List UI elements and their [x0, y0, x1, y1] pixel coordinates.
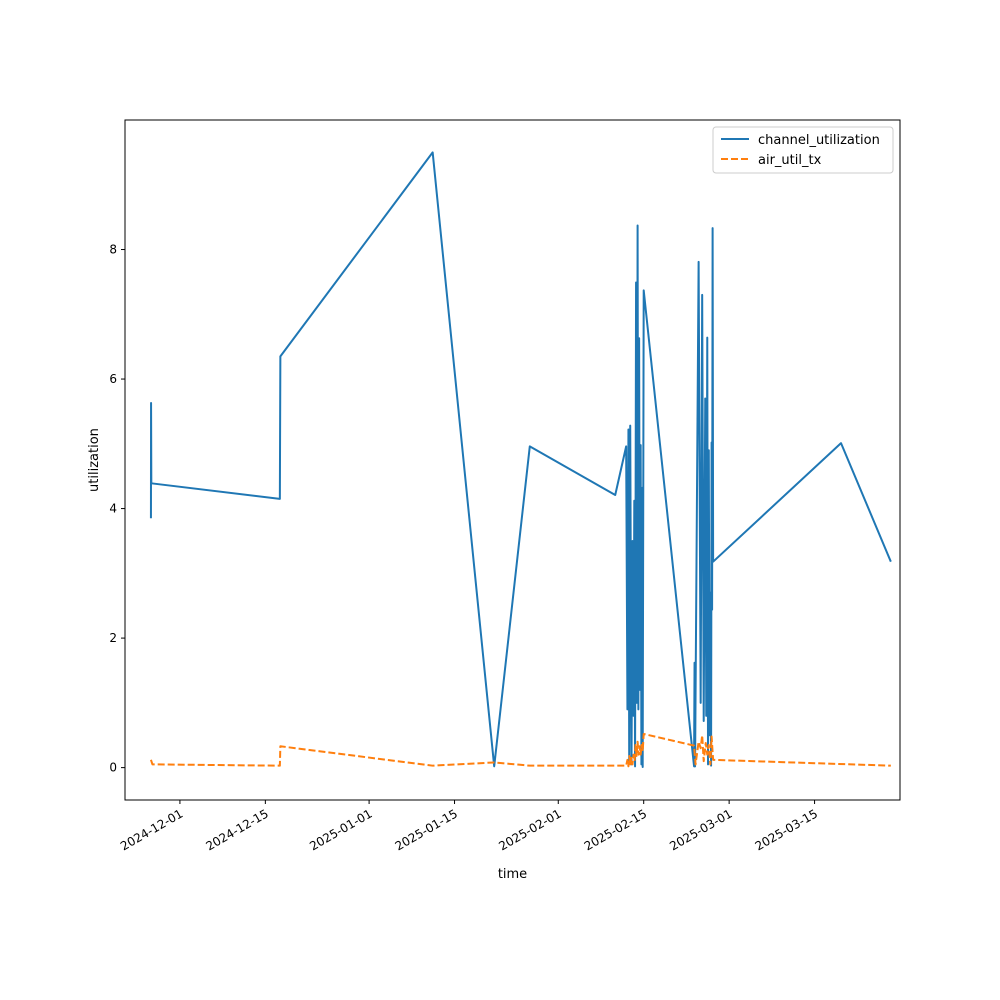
y-axis-title: utilization — [87, 428, 102, 492]
legend: channel_utilization air_util_tx — [712, 126, 894, 174]
y-tick-label: 4 — [109, 502, 117, 516]
series-layer — [149, 151, 892, 768]
x-axis-title: time — [498, 867, 527, 882]
legend-box — [712, 126, 894, 174]
legend-label-air-util-tx: air_util_tx — [758, 153, 822, 168]
axes-frame — [124, 119, 901, 801]
y-tick-label: 0 — [109, 761, 117, 775]
y-axis: 0 2 4 6 8 — [109, 243, 125, 775]
legend-label-channel-utilization: channel_utilization — [758, 133, 880, 148]
y-tick-label: 2 — [109, 631, 117, 645]
series-line-channel-utilization — [149, 151, 892, 768]
plot-area — [124, 119, 901, 801]
series-line-air-util-tx — [149, 732, 891, 768]
y-tick-label: 6 — [109, 372, 117, 386]
y-tick-label: 8 — [109, 243, 117, 257]
